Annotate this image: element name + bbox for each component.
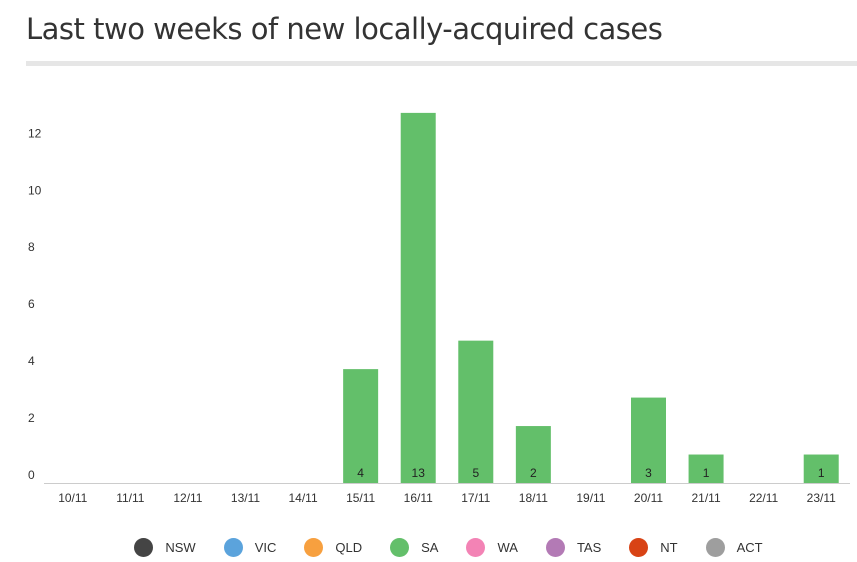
x-tick-label: 14/11 <box>289 491 318 505</box>
y-tick-label: 8 <box>28 240 35 254</box>
legend-label: ACT <box>736 539 763 555</box>
bar-data-label: 1 <box>818 466 825 480</box>
legend-item-vic[interactable]: VIC <box>223 537 277 557</box>
legend-label: WA <box>497 539 518 555</box>
y-tick-label: 12 <box>28 126 42 140</box>
x-tick-label: 12/11 <box>173 491 202 505</box>
y-tick-label: 10 <box>28 183 42 197</box>
x-tick-label: 19/11 <box>576 491 605 505</box>
bar-data-label: 4 <box>357 466 364 480</box>
legend-marker <box>134 537 154 557</box>
bar-sa-21-11[interactable] <box>688 454 724 483</box>
legend-marker <box>390 537 410 557</box>
y-tick-label: 2 <box>28 411 35 425</box>
y-tick-label: 4 <box>28 354 35 368</box>
bar-data-label: 5 <box>472 466 479 480</box>
legend-label: QLD <box>335 539 363 555</box>
legend-label: TAS <box>576 539 602 555</box>
legend-item-nt[interactable]: NT <box>629 537 678 557</box>
legend-label: VIC <box>254 539 277 555</box>
legend-label: NSW <box>165 539 196 555</box>
x-tick-label: 18/11 <box>519 491 548 505</box>
bar-sa-23-11[interactable] <box>803 454 839 483</box>
bar-data-label: 13 <box>412 466 426 480</box>
legend-marker <box>223 537 243 557</box>
x-tick-label: 21/11 <box>692 491 721 505</box>
y-tick-label: 0 <box>28 468 35 482</box>
x-tick-label: 11/11 <box>116 491 145 505</box>
x-tick-label: 10/11 <box>58 491 87 505</box>
x-tick-label: 15/11 <box>346 491 375 505</box>
legend-item-qld[interactable]: QLD <box>304 537 363 557</box>
x-tick-label: 22/11 <box>749 491 778 505</box>
title-divider <box>26 61 857 66</box>
legend-marker <box>629 537 649 557</box>
bar-data-label: 3 <box>645 466 652 480</box>
legend-item-nsw[interactable]: NSW <box>134 537 196 557</box>
y-tick-label: 6 <box>28 297 35 311</box>
legend-marker <box>304 537 324 557</box>
bar-sa-15-11[interactable] <box>343 369 379 483</box>
x-tick-label: 13/11 <box>231 491 260 505</box>
legend-label: SA <box>421 539 439 555</box>
chart-title: Last two weeks of new locally-acquired c… <box>26 12 663 46</box>
legend-marker <box>545 537 565 557</box>
bar-data-label: 2 <box>530 466 537 480</box>
legend-item-act[interactable]: ACT <box>705 537 763 557</box>
bar-sa-20-11[interactable] <box>631 397 666 483</box>
chart-legend: NSW VIC QLD SA WA TAS NT ACT <box>0 535 857 559</box>
legend-label: NT <box>660 539 678 555</box>
bar-sa-18-11[interactable] <box>515 426 551 483</box>
bar-data-label: 1 <box>703 466 710 480</box>
legend-item-tas[interactable]: TAS <box>545 537 602 557</box>
bar-sa-16-11[interactable] <box>400 112 436 483</box>
x-tick-label: 17/11 <box>461 491 490 505</box>
legend-item-sa[interactable]: SA <box>390 537 439 557</box>
legend-marker <box>705 537 725 557</box>
x-tick-label: 20/11 <box>634 491 663 505</box>
legend-item-wa[interactable]: WA <box>466 537 518 557</box>
x-tick-label: 16/11 <box>404 491 433 505</box>
x-tick-label: 23/11 <box>807 491 836 505</box>
legend-marker <box>466 537 486 557</box>
bar-sa-17-11[interactable] <box>458 340 494 483</box>
